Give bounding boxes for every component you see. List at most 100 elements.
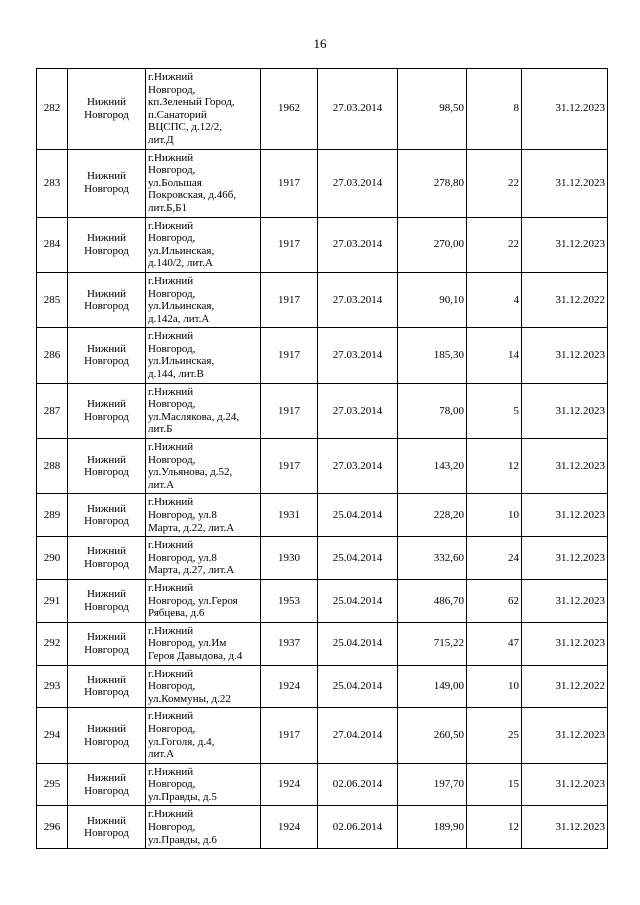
value-cell: 228,20 bbox=[397, 493, 467, 538]
region-cell: Нижний Новгород bbox=[67, 68, 146, 150]
year-cell: 1917 bbox=[260, 327, 318, 384]
row-number-cell: 292 bbox=[36, 621, 68, 666]
year-cell: 1917 bbox=[260, 382, 318, 440]
address-cell: г.Нижний Новгород, ул.Ильинская, д.140/2… bbox=[145, 216, 261, 273]
value-cell: 78,00 bbox=[397, 382, 467, 440]
count-cell: 12 bbox=[466, 805, 522, 850]
year-cell: 1917 bbox=[260, 707, 318, 764]
year-cell: 1924 bbox=[260, 664, 318, 709]
table-row: 289 Нижний Новгород г.Нижний Новгород, у… bbox=[36, 493, 608, 538]
end-date-cell: 31.12.2023 bbox=[521, 68, 608, 150]
date-cell: 25.04.2014 bbox=[317, 493, 398, 538]
year-cell: 1953 bbox=[260, 578, 318, 623]
year-cell: 1924 bbox=[260, 805, 318, 850]
count-cell: 8 bbox=[466, 68, 522, 150]
year-cell: 1962 bbox=[260, 68, 318, 150]
end-date-cell: 31.12.2022 bbox=[521, 271, 608, 329]
date-cell: 25.04.2014 bbox=[317, 621, 398, 666]
row-number-cell: 283 bbox=[36, 148, 68, 218]
value-cell: 149,00 bbox=[397, 664, 467, 709]
count-cell: 22 bbox=[466, 148, 522, 218]
count-cell: 22 bbox=[466, 216, 522, 273]
table-row: 286 Нижний Новгород г.Нижний Новгород, у… bbox=[36, 327, 608, 384]
date-cell: 02.06.2014 bbox=[317, 762, 398, 807]
table-body: 282 Нижний Новгород г.Нижний Новгород, к… bbox=[36, 68, 608, 850]
table-row: 291 Нижний Новгород г.Нижний Новгород, у… bbox=[36, 578, 608, 623]
table-row: 292 Нижний Новгород г.Нижний Новгород, у… bbox=[36, 621, 608, 666]
year-cell: 1924 bbox=[260, 762, 318, 807]
end-date-cell: 31.12.2022 bbox=[521, 664, 608, 709]
table-row: 294 Нижний Новгород г.Нижний Новгород, у… bbox=[36, 707, 608, 764]
address-cell: г.Нижний Новгород, ул.Ильинская, д.144, … bbox=[145, 327, 261, 384]
end-date-cell: 31.12.2023 bbox=[521, 762, 608, 807]
value-cell: 715,22 bbox=[397, 621, 467, 666]
table-row: 290 Нижний Новгород г.Нижний Новгород, у… bbox=[36, 536, 608, 580]
row-number-cell: 287 bbox=[36, 382, 68, 440]
row-number-cell: 294 bbox=[36, 707, 68, 764]
count-cell: 4 bbox=[466, 271, 522, 329]
count-cell: 62 bbox=[466, 578, 522, 623]
end-date-cell: 31.12.2023 bbox=[521, 621, 608, 666]
table-row: 287 Нижний Новгород г.Нижний Новгород, у… bbox=[36, 382, 608, 440]
value-cell: 260,50 bbox=[397, 707, 467, 764]
address-cell: г.Нижний Новгород, ул.Коммуны, д.22 bbox=[145, 664, 261, 709]
count-cell: 24 bbox=[466, 536, 522, 580]
row-number-cell: 295 bbox=[36, 762, 68, 807]
table-row: 293 Нижний Новгород г.Нижний Новгород, у… bbox=[36, 664, 608, 709]
count-cell: 10 bbox=[466, 493, 522, 538]
row-number-cell: 296 bbox=[36, 805, 68, 850]
date-cell: 27.03.2014 bbox=[317, 148, 398, 218]
end-date-cell: 31.12.2023 bbox=[521, 578, 608, 623]
end-date-cell: 31.12.2023 bbox=[521, 536, 608, 580]
date-cell: 27.03.2014 bbox=[317, 271, 398, 329]
count-cell: 12 bbox=[466, 438, 522, 495]
registry-table: 282 Нижний Новгород г.Нижний Новгород, к… bbox=[36, 68, 608, 850]
address-cell: г.Нижний Новгород, ул.Маслякова, д.24, л… bbox=[145, 382, 261, 440]
date-cell: 25.04.2014 bbox=[317, 578, 398, 623]
table-row: 283 Нижний Новгород г.Нижний Новгород, у… bbox=[36, 148, 608, 218]
end-date-cell: 31.12.2023 bbox=[521, 805, 608, 850]
region-cell: Нижний Новгород bbox=[67, 438, 146, 495]
region-cell: Нижний Новгород bbox=[67, 216, 146, 273]
row-number-cell: 291 bbox=[36, 578, 68, 623]
value-cell: 278,80 bbox=[397, 148, 467, 218]
address-cell: г.Нижний Новгород, ул.Большая Покровская… bbox=[145, 148, 261, 218]
year-cell: 1917 bbox=[260, 216, 318, 273]
page-number: 16 bbox=[313, 36, 327, 51]
value-cell: 270,00 bbox=[397, 216, 467, 273]
address-cell: г.Нижний Новгород, ул.Ульянова, д.52, ли… bbox=[145, 438, 261, 495]
end-date-cell: 31.12.2023 bbox=[521, 327, 608, 384]
region-cell: Нижний Новгород bbox=[67, 327, 146, 384]
address-cell: г.Нижний Новгород, ул.Правды, д.6 bbox=[145, 805, 261, 850]
count-cell: 47 bbox=[466, 621, 522, 666]
region-cell: Нижний Новгород bbox=[67, 762, 146, 807]
region-cell: Нижний Новгород bbox=[67, 382, 146, 440]
table-row: 284 Нижний Новгород г.Нижний Новгород, у… bbox=[36, 216, 608, 273]
region-cell: Нижний Новгород bbox=[67, 621, 146, 666]
row-number-cell: 293 bbox=[36, 664, 68, 709]
year-cell: 1931 bbox=[260, 493, 318, 538]
year-cell: 1917 bbox=[260, 148, 318, 218]
end-date-cell: 31.12.2023 bbox=[521, 438, 608, 495]
region-cell: Нижний Новгород bbox=[67, 664, 146, 709]
count-cell: 10 bbox=[466, 664, 522, 709]
row-number-cell: 282 bbox=[36, 68, 68, 150]
table-row: 285 Нижний Новгород г.Нижний Новгород, у… bbox=[36, 271, 608, 329]
value-cell: 90,10 bbox=[397, 271, 467, 329]
value-cell: 143,20 bbox=[397, 438, 467, 495]
count-cell: 5 bbox=[466, 382, 522, 440]
year-cell: 1937 bbox=[260, 621, 318, 666]
value-cell: 185,30 bbox=[397, 327, 467, 384]
year-cell: 1917 bbox=[260, 271, 318, 329]
count-cell: 15 bbox=[466, 762, 522, 807]
end-date-cell: 31.12.2023 bbox=[521, 493, 608, 538]
region-cell: Нижний Новгород bbox=[67, 578, 146, 623]
count-cell: 14 bbox=[466, 327, 522, 384]
table-row: 295 Нижний Новгород г.Нижний Новгород, у… bbox=[36, 762, 608, 807]
table-row: 282 Нижний Новгород г.Нижний Новгород, к… bbox=[36, 68, 608, 150]
count-cell: 25 bbox=[466, 707, 522, 764]
address-cell: г.Нижний Новгород, ул.Гоголя, д.4, лит.А bbox=[145, 707, 261, 764]
region-cell: Нижний Новгород bbox=[67, 271, 146, 329]
date-cell: 27.03.2014 bbox=[317, 327, 398, 384]
